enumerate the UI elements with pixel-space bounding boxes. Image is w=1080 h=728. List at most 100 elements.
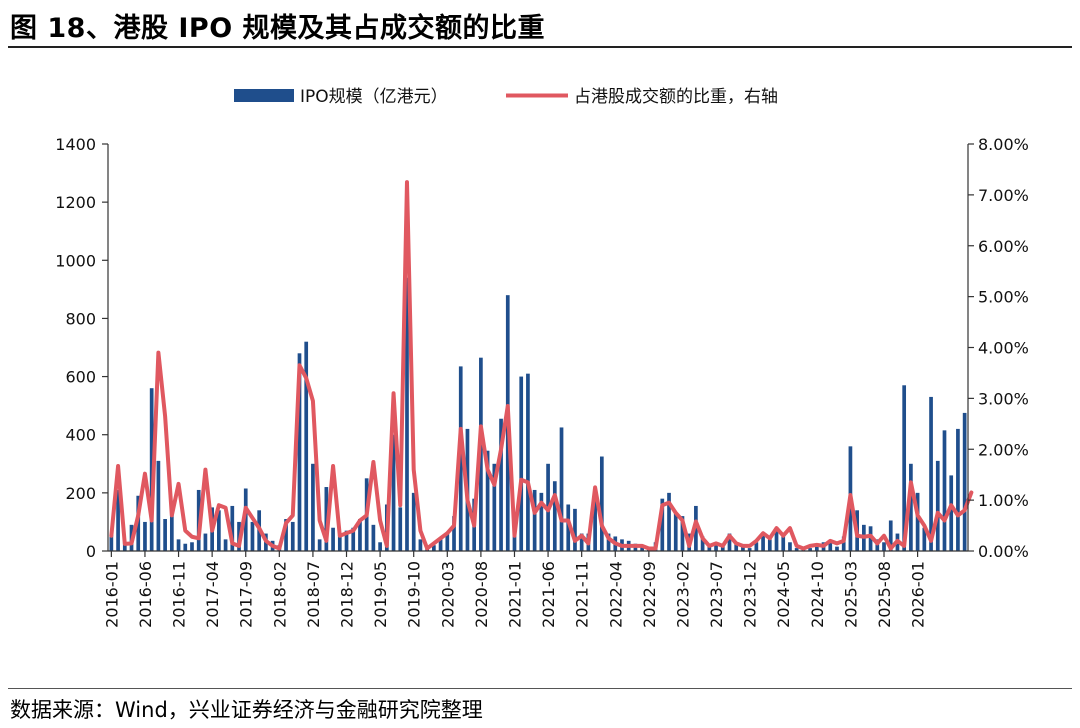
right-tick-label: 0.00% [978,542,1029,561]
bar-109 [841,536,846,551]
bar-1 [116,489,120,551]
bar-122 [929,396,933,551]
bar-115 [882,542,886,551]
right-tick-label: 3.00% [978,389,1029,408]
bar-92 [727,533,732,551]
bar-90 [714,542,718,551]
left-tick-label: 1000 [55,251,96,270]
bar-119 [909,463,913,551]
x-tick-label: 2023-12 [741,561,760,628]
bar-89 [707,545,712,551]
x-tick-label: 2023-02 [673,561,692,628]
left-tick-label: 200 [65,484,96,503]
legend-bar-swatch [234,89,294,102]
x-tick-label: 2020-03 [438,561,457,628]
bar-45 [411,492,416,551]
bar-60 [512,533,517,551]
x-tick-label: 2021-06 [539,561,558,628]
bar-17 [223,539,228,551]
x-tick-label: 2021-01 [505,561,524,628]
bar-30 [311,463,315,551]
bar-27 [290,521,295,551]
bar-42 [391,434,396,551]
bar-16 [217,510,221,551]
bar-40 [378,542,382,551]
bar-116 [888,520,893,551]
bar-9 [169,501,174,551]
bar-0 [109,535,114,551]
x-tick-label: 2024-10 [808,561,827,628]
bar-93 [734,542,739,551]
left-tick-label: 1400 [55,135,96,154]
bar-18 [230,505,235,551]
right-tick-label: 4.00% [978,339,1029,358]
left-tick-label: 1200 [55,193,96,212]
bar-36 [351,527,356,551]
bar-63 [532,489,537,551]
x-tick-label: 2023-07 [707,561,726,628]
bar-10 [176,539,181,551]
bar-102 [794,548,799,551]
bar-29 [304,341,309,551]
title-divider [8,46,1072,48]
x-tick-label: 2021-11 [573,561,592,628]
legend-line-label: 占港股成交额的比重，右轴 [574,87,778,107]
source-note: 数据来源：Wind，兴业证券经济与金融研究院整理 [10,698,483,722]
bar-11 [183,543,188,551]
bar-46 [418,539,423,551]
bar-12 [190,542,194,551]
right-tick-label: 5.00% [978,288,1029,307]
bar-94 [741,545,745,551]
bar-44 [405,277,409,551]
bar-72 [593,492,597,551]
bar-49 [438,539,443,551]
chart-legend: IPO规模（亿港元） 占港股成交额的比重，右轴 [234,87,778,107]
x-tick-label: 2018-02 [270,561,289,628]
bar-68 [566,504,571,551]
bar-88 [700,536,705,551]
left-tick-label: 800 [65,309,96,328]
bar-120 [915,492,920,551]
bar-124 [942,430,947,551]
bar-21 [250,521,255,551]
bar-35 [344,530,349,551]
bar-101 [788,542,792,551]
bar-56 [485,450,490,551]
bar-118 [902,385,907,551]
bar-104 [808,548,812,551]
bar-85 [680,516,685,551]
bar-79 [640,545,644,551]
bar-33 [331,527,335,551]
bar-96 [754,542,759,551]
bar-48 [432,545,436,551]
bar-6 [149,388,154,551]
bar-31 [317,539,322,551]
bar-2 [122,542,127,551]
bar-70 [579,533,584,551]
bar-125 [949,475,954,551]
bar-58 [499,418,503,551]
bar-98 [767,539,772,551]
bar-14 [203,533,208,551]
bar-82 [660,498,665,551]
bar-39 [371,524,376,551]
bar-107 [828,542,833,551]
right-tick-label: 6.00% [978,237,1029,256]
x-tick-label: 2024-05 [774,561,793,628]
bar-20 [243,488,248,551]
bar-34 [337,535,342,551]
bar-5 [143,521,147,551]
x-tick-label: 2018-12 [338,561,357,628]
bar-26 [284,519,288,551]
ipo-chart: IPO规模（亿港元） 占港股成交额的比重，右轴 0 200 400 600 800 100… [55,87,1029,628]
x-tick-label: 2025-03 [841,561,860,628]
chart-axes: 0 200 400 600 800 1000 1200 1400 0.00% 1.00% 2.00%… [55,135,1029,628]
bar-61 [519,376,524,551]
line-series [109,180,974,551]
bar-105 [814,545,819,551]
bar-69 [573,508,577,551]
x-tick-label: 2022-04 [606,561,625,628]
bar-108 [835,546,839,551]
right-tick-label: 7.00% [978,186,1029,205]
x-tick-label: 2017-04 [203,561,222,628]
